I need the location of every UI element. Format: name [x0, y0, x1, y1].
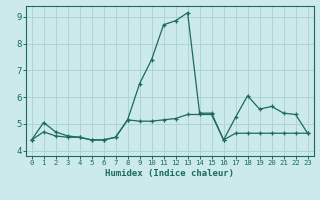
X-axis label: Humidex (Indice chaleur): Humidex (Indice chaleur) [105, 169, 234, 178]
